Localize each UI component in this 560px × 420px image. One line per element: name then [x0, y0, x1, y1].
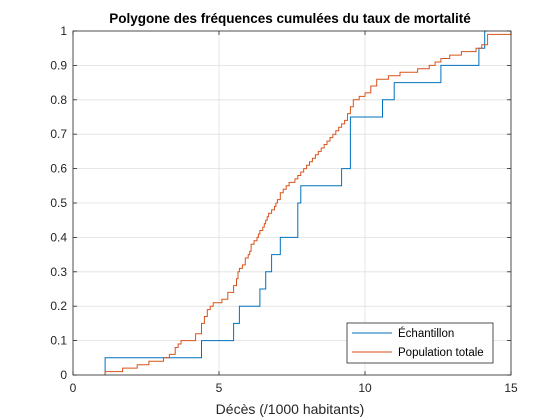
legend-label-population-totale: Population totale: [398, 347, 484, 359]
y-tick-label: 1: [60, 24, 67, 38]
legend: Échantillon Population totale: [346, 322, 494, 364]
chart-title: Polygone des fréquences cumulées du taux…: [109, 11, 471, 26]
y-tick-label: 0.1: [50, 334, 67, 348]
y-tick-label: 0.2: [50, 299, 67, 313]
x-tick-label: 0: [70, 381, 77, 395]
y-tick-label: 0.7: [50, 127, 67, 141]
series-line-population-totale: [104, 31, 512, 375]
x-axis-label: Décès (/1000 habitants): [216, 401, 365, 417]
x-tick-labels: 0 5 10 15: [70, 381, 518, 395]
legend-box: [346, 322, 494, 364]
series-layer: [104, 30, 512, 375]
x-tick-label: 15: [504, 381, 518, 395]
plot-area: [72, 30, 512, 376]
y-tick-label: 0.8: [50, 93, 67, 107]
y-tick-labels: 0 0.1 0.2 0.3 0.4 0.5 0.6 0.7 0.8 0.9 1: [50, 24, 67, 382]
y-tick-label: 0.4: [50, 230, 67, 244]
series-line-echantillon: [104, 30, 488, 375]
x-tick-label: 10: [358, 381, 372, 395]
tick-marks: [72, 30, 512, 376]
x-tick-label: 5: [216, 381, 223, 395]
y-tick-label: 0.3: [50, 265, 67, 279]
y-tick-label: 0.5: [50, 196, 67, 210]
y-tick-label: 0: [60, 368, 67, 382]
legend-label-echantillon: Échantillon: [398, 327, 454, 340]
y-tick-label: 0.6: [50, 162, 67, 176]
y-tick-label: 0.9: [50, 58, 67, 72]
